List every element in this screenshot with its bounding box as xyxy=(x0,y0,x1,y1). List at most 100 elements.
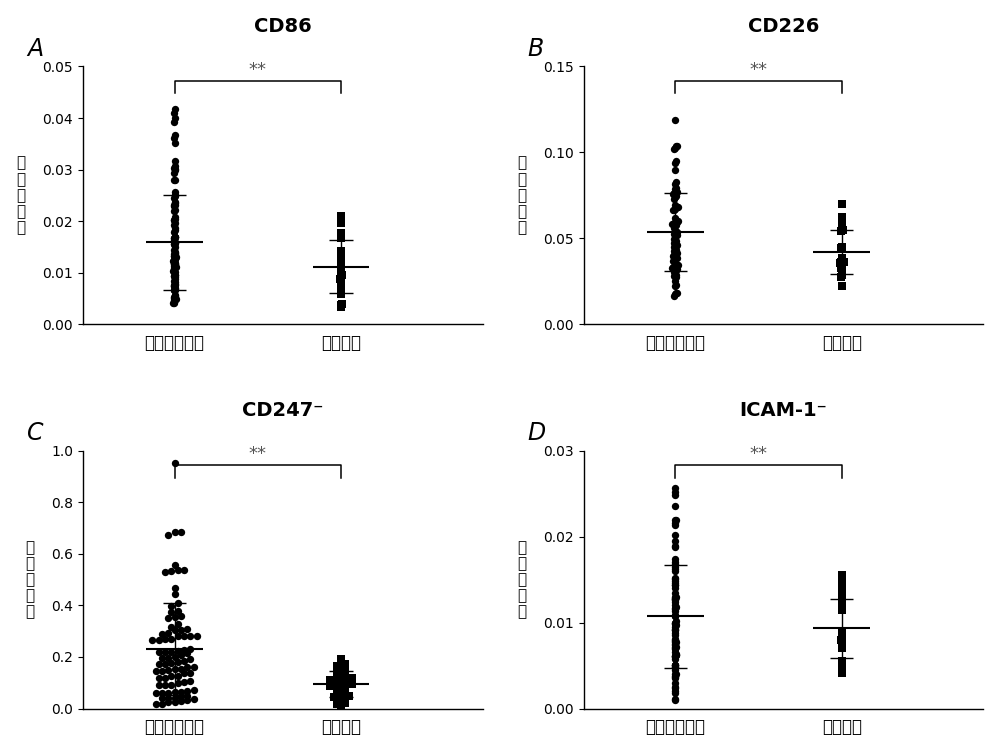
Point xyxy=(167,282,183,294)
Point xyxy=(667,610,683,622)
Point xyxy=(667,535,683,547)
Point xyxy=(667,220,683,232)
Point xyxy=(166,260,182,272)
Point xyxy=(170,645,186,657)
Point xyxy=(667,617,683,630)
Point xyxy=(834,599,850,611)
Point xyxy=(834,631,850,643)
Point xyxy=(179,661,195,673)
Point xyxy=(333,233,349,245)
Point xyxy=(157,566,173,578)
Point xyxy=(665,261,681,273)
Point xyxy=(668,269,684,281)
Point xyxy=(167,213,183,225)
Point xyxy=(667,587,683,599)
Point xyxy=(667,233,683,245)
Point xyxy=(834,256,850,268)
Point xyxy=(667,270,683,282)
Point xyxy=(667,651,683,663)
Point xyxy=(834,665,850,677)
Point xyxy=(179,690,195,702)
Point xyxy=(667,646,683,658)
Point xyxy=(337,681,353,693)
Point xyxy=(186,693,202,705)
Point xyxy=(333,273,349,285)
Point xyxy=(668,191,684,203)
Point xyxy=(667,617,683,630)
Point xyxy=(668,264,684,276)
Point xyxy=(166,199,182,211)
Point xyxy=(667,633,683,645)
Point xyxy=(667,558,683,570)
Point xyxy=(834,629,850,641)
Point xyxy=(160,692,176,704)
Point xyxy=(834,596,850,608)
Point xyxy=(833,256,849,268)
Point xyxy=(667,660,683,672)
Point xyxy=(167,112,183,124)
Point xyxy=(326,691,342,703)
Point xyxy=(667,187,683,200)
Point xyxy=(167,197,183,209)
Point xyxy=(667,635,683,647)
Point xyxy=(160,612,176,624)
Point xyxy=(167,559,183,572)
Point xyxy=(667,540,683,552)
Point xyxy=(333,273,349,285)
Point xyxy=(834,641,850,653)
Point xyxy=(148,687,164,699)
Point xyxy=(667,275,683,287)
Point xyxy=(167,231,183,243)
Point xyxy=(173,695,189,707)
Point xyxy=(163,657,179,669)
Point xyxy=(665,250,681,262)
Point xyxy=(667,114,683,126)
Point xyxy=(668,619,684,631)
Y-axis label: 相
对
表
达
量: 相 对 表 达 量 xyxy=(517,540,526,620)
Point xyxy=(168,293,184,305)
Point xyxy=(333,257,349,269)
Point xyxy=(333,258,349,270)
Point xyxy=(667,670,683,682)
Point xyxy=(667,687,683,699)
Point xyxy=(166,233,182,245)
Point xyxy=(166,192,182,204)
Point xyxy=(333,703,349,715)
Point xyxy=(176,630,192,642)
Point xyxy=(833,262,849,274)
Point xyxy=(333,248,349,261)
Point xyxy=(166,280,182,292)
Point xyxy=(166,200,182,212)
Point xyxy=(668,288,684,300)
Point xyxy=(167,230,183,242)
Point xyxy=(834,642,850,654)
Point xyxy=(667,577,683,589)
Point xyxy=(667,653,683,665)
Point xyxy=(665,255,681,267)
Point xyxy=(667,668,683,680)
Point xyxy=(667,517,683,529)
Point xyxy=(668,591,684,603)
Point xyxy=(667,483,683,495)
Point xyxy=(163,606,179,618)
Point xyxy=(333,245,349,257)
Point xyxy=(666,203,682,215)
Point xyxy=(667,561,683,573)
Point xyxy=(667,639,683,651)
Point xyxy=(666,228,682,240)
Point xyxy=(333,210,349,222)
Point xyxy=(667,565,683,577)
Point xyxy=(176,667,192,679)
Point xyxy=(186,661,202,673)
Point xyxy=(835,256,851,268)
Point xyxy=(834,655,850,667)
Point xyxy=(666,249,682,261)
Point xyxy=(333,255,349,267)
Point xyxy=(157,657,173,669)
Point xyxy=(148,698,164,710)
Title: CD247⁻: CD247⁻ xyxy=(242,401,323,420)
Point xyxy=(160,652,176,664)
Point xyxy=(834,224,850,236)
Point xyxy=(667,650,683,662)
Point xyxy=(167,258,183,270)
